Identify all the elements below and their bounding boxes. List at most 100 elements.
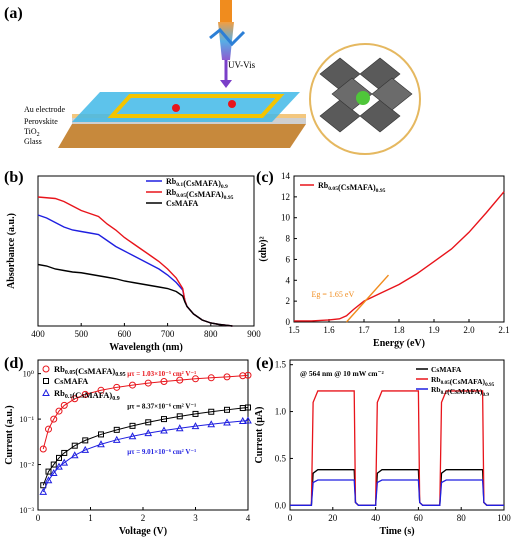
layer-label-glass: Glass (24, 137, 42, 146)
data-point (81, 390, 89, 398)
data-point (145, 419, 152, 426)
x-tick-label: 100 (497, 513, 511, 523)
data-point (45, 468, 52, 475)
carrier-dot (172, 104, 180, 112)
data-point (97, 386, 105, 394)
fit-curve (42, 420, 249, 493)
x-tick-label: 40 (371, 513, 381, 523)
x-tick-label: 1.8 (393, 325, 405, 335)
plot-frame (37, 175, 255, 327)
data-point (129, 422, 136, 429)
data-point (239, 372, 247, 380)
x-tick-label: 1.9 (428, 325, 440, 335)
glass-layer (58, 124, 306, 148)
x-tick-label: 700 (161, 329, 175, 339)
series-line (294, 191, 505, 322)
x-axis-label: Time (s) (379, 526, 414, 537)
data-point (60, 458, 69, 466)
x-tick-label: 2.0 (463, 325, 475, 335)
data-point (207, 420, 216, 428)
data-point (45, 425, 52, 433)
data-point (113, 383, 121, 391)
data-point (44, 476, 53, 484)
x-tick-label: 60 (414, 513, 424, 523)
chart-title: @ 564 nm @ 10 mW cm⁻² (300, 369, 385, 378)
x-tick-label: 1.6 (323, 325, 335, 335)
legend-label: CsMAFA (54, 376, 89, 386)
panel-label-b: (b) (4, 169, 24, 186)
mu-tau-annotation: μτ = 9.01×10⁻⁶ cm² V⁻¹ (127, 448, 196, 456)
data-point (144, 379, 152, 387)
data-point (97, 440, 105, 448)
x-axis-label: Wavelength (nm) (109, 342, 183, 353)
legend-marker (43, 378, 49, 384)
data-point (71, 442, 78, 449)
data-point (208, 408, 215, 415)
data-point (61, 449, 68, 456)
carrier-dot (228, 100, 236, 108)
data-point (112, 435, 121, 443)
data-point (144, 429, 153, 437)
data-point (224, 406, 230, 413)
x-tick-label: 3 (193, 513, 198, 523)
light-source-icon (220, 0, 232, 22)
data-point (176, 413, 183, 420)
legend-label: Rb0.05(CsMAFA)0.95 (166, 188, 234, 201)
legend-label: Rb0.05(CsMAFA)0.95 (54, 364, 126, 378)
iv-chart: 0 1 2 3 4 10⁻³ 10⁻² 10⁻¹ 10⁰ Voltage (V) Current (… (4, 359, 252, 537)
y-tick-label: 10⁰ (23, 370, 34, 379)
panel-label-e: (e) (256, 355, 274, 372)
plot-frame (293, 175, 505, 323)
panel-label-a: (a) (4, 5, 23, 22)
tauc-chart: 1.5 1.6 1.7 1.8 1.9 2.0 2.1 0 2 4 6 8 10 12 14 Energy (… (258, 171, 510, 349)
x-axis-label: Energy (eV) (373, 338, 425, 349)
data-point (176, 376, 184, 384)
x-tick-label: 20 (328, 513, 338, 523)
data-point (160, 426, 168, 434)
data-point (175, 424, 184, 432)
series-line (290, 390, 504, 506)
y-tick-label: 14 (281, 171, 291, 181)
light-label: UV-Vis (228, 60, 256, 70)
plot-frame (289, 359, 505, 511)
x-tick-label: 800 (204, 329, 218, 339)
data-point (98, 431, 104, 438)
photoresponse-chart: 0 20 40 60 80 100 0.0 0.5 1.0 1.5 Time (s) Current … (254, 359, 511, 537)
y-tick-label: 10⁻³ (19, 506, 34, 515)
y-tick-label: 10⁻¹ (19, 415, 34, 424)
panel-label-d: (d) (4, 355, 24, 372)
y-tick-label: 0 (286, 317, 291, 327)
x-tick-label: 900 (247, 329, 261, 339)
x-tick-label: 1.5 (288, 325, 300, 335)
data-point (244, 416, 252, 424)
data-point (113, 426, 120, 433)
x-tick-label: 0 (36, 513, 41, 523)
fit-curve (42, 374, 249, 450)
legend-label: Rb0.1(CsMAFA)0.9 (54, 388, 120, 402)
layer-label-au: Au electrode (24, 105, 66, 114)
data-point (56, 454, 62, 461)
y-axis-label: Current (μA) (254, 407, 265, 464)
light-wave-icon (209, 27, 246, 47)
mu-tau-annotation: μτ = 1.03×10⁻⁵ cm² V⁻¹ (127, 370, 196, 378)
data-point (60, 401, 68, 409)
x-tick-label: 500 (74, 329, 88, 339)
data-point (128, 432, 137, 440)
data-point (70, 451, 79, 459)
device-schematic: UV-Vis Au electrode Perovskite TiO2 Glas… (24, 0, 421, 155)
y-axis-label: Current (a.u.) (4, 405, 15, 465)
series-line (37, 196, 233, 327)
data-point (244, 371, 252, 379)
data-point (81, 445, 90, 453)
y-tick-label: 0.5 (275, 453, 287, 463)
x-tick-label: 0 (288, 513, 293, 523)
y-tick-label: 6 (286, 254, 291, 264)
legend-marker (42, 388, 50, 396)
legend-label: Rb0.1(CsMAFA)0.9 (431, 385, 489, 398)
y-tick-label: 12 (281, 192, 290, 202)
legend-label: CsMAFA (431, 365, 462, 374)
legend-label: CsMAFA (166, 199, 199, 208)
y-axis-label: (αhν)² (258, 236, 269, 261)
data-point (223, 418, 231, 426)
